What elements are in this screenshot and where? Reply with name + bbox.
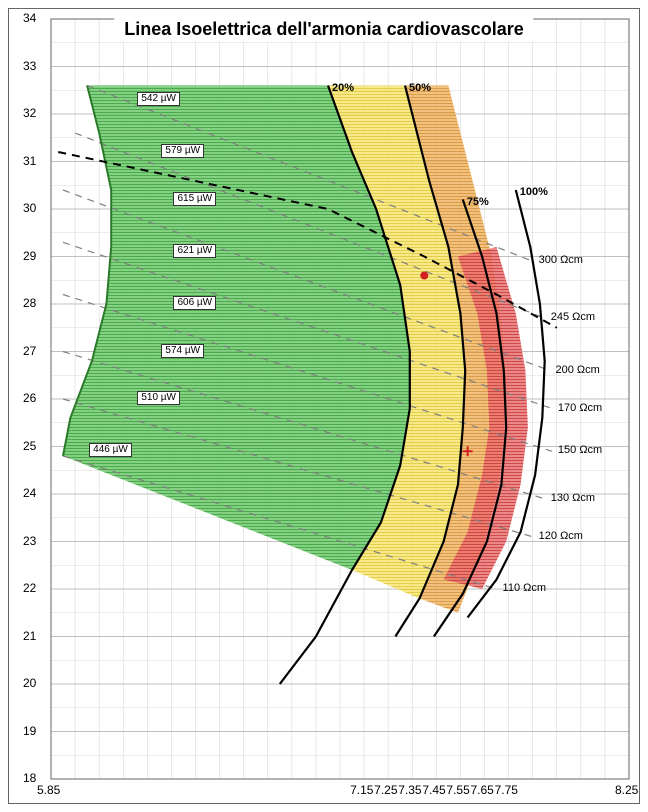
y-tick-label: 20 bbox=[23, 676, 36, 690]
y-tick-label: 23 bbox=[23, 534, 36, 548]
x-tick-label: 7.75 bbox=[495, 783, 518, 797]
uw-label: 579 µW bbox=[161, 144, 204, 158]
y-tick-label: 33 bbox=[23, 59, 36, 73]
chart-title: Linea Isoelettrica dell'armonia cardiova… bbox=[114, 17, 533, 42]
y-tick-label: 27 bbox=[23, 344, 36, 358]
uw-label: 446 µW bbox=[89, 443, 132, 457]
ohm-label: 120 Ωcm bbox=[539, 530, 583, 542]
x-tick-label: 7.25 bbox=[374, 783, 397, 797]
y-tick-label: 21 bbox=[23, 629, 36, 643]
uw-label: 542 µW bbox=[137, 92, 180, 106]
ohm-label: 110 Ωcm bbox=[503, 582, 546, 594]
plot-svg bbox=[9, 9, 641, 805]
y-tick-label: 24 bbox=[23, 486, 36, 500]
y-tick-label: 32 bbox=[23, 106, 36, 120]
ohm-label: 170 Ωcm bbox=[558, 402, 602, 414]
y-tick-label: 28 bbox=[23, 296, 36, 310]
x-tick-label: 7.45 bbox=[422, 783, 445, 797]
uw-label: 510 µW bbox=[137, 391, 180, 405]
uw-label: 615 µW bbox=[173, 192, 216, 206]
ohm-label: 130 Ωcm bbox=[551, 492, 595, 504]
ohm-label: 150 Ωcm bbox=[558, 444, 602, 456]
y-tick-label: 30 bbox=[23, 201, 36, 215]
pct-label: 100% bbox=[520, 186, 548, 198]
ohm-label: 245 Ωcm bbox=[551, 311, 595, 323]
x-tick-label: 7.65 bbox=[471, 783, 494, 797]
y-tick-label: 18 bbox=[23, 771, 36, 785]
y-tick-label: 19 bbox=[23, 724, 36, 738]
uw-label: 574 µW bbox=[161, 344, 204, 358]
y-tick-label: 31 bbox=[23, 154, 36, 168]
y-tick-label: 34 bbox=[23, 11, 36, 25]
uw-label: 621 µW bbox=[173, 244, 216, 258]
y-tick-label: 22 bbox=[23, 581, 36, 595]
x-tick-label: 7.35 bbox=[398, 783, 421, 797]
x-tick-label: 8.25 bbox=[615, 783, 638, 797]
y-tick-label: 25 bbox=[23, 439, 36, 453]
chart-container: Linea Isoelettrica dell'armonia cardiova… bbox=[8, 8, 640, 804]
pct-label: 50% bbox=[409, 82, 431, 94]
pct-label: 20% bbox=[332, 82, 354, 94]
x-tick-label: 5.85 bbox=[37, 783, 60, 797]
pct-label: 75% bbox=[467, 196, 489, 208]
x-tick-label: 7.55 bbox=[446, 783, 469, 797]
ohm-label: 300 Ωcm bbox=[539, 254, 583, 266]
x-tick-label: 7.15 bbox=[350, 783, 373, 797]
y-tick-label: 26 bbox=[23, 391, 36, 405]
ohm-label: 200 Ωcm bbox=[556, 364, 600, 376]
uw-label: 606 µW bbox=[173, 296, 216, 310]
y-tick-label: 29 bbox=[23, 249, 36, 263]
